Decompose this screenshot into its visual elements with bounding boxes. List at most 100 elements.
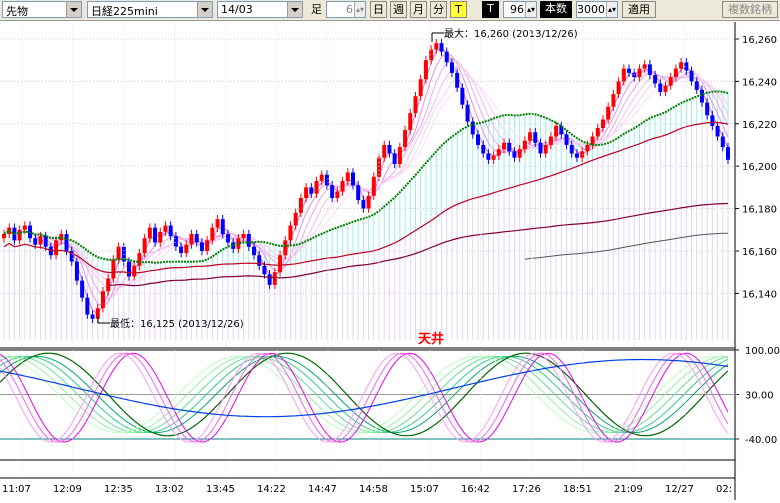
bars-field[interactable]: 3000 ▴▾ — [576, 1, 618, 18]
candle-body — [361, 200, 366, 209]
candle-body — [548, 136, 553, 145]
time-label: 12:35 — [104, 484, 133, 495]
spinner-icon[interactable]: ▴▾ — [606, 2, 617, 17]
candle-body — [90, 314, 95, 319]
candle-body — [502, 142, 507, 150]
candle-body — [220, 219, 225, 234]
candle-body — [387, 144, 392, 154]
candle-body — [184, 244, 189, 254]
candle-body — [366, 195, 371, 209]
time-label: 18:51 — [563, 484, 592, 495]
candle-body — [455, 72, 460, 88]
spinner-icon[interactable]: ▴▾ — [525, 2, 536, 17]
candle-body — [496, 149, 501, 156]
ribbon-ma-line — [3, 66, 729, 291]
candle-body — [22, 225, 27, 230]
candle-body — [17, 229, 22, 241]
candle-body — [465, 104, 470, 122]
period-field[interactable]: 6 ▴▾ — [326, 1, 366, 18]
candles — [2, 38, 730, 324]
multi-symbol-button[interactable]: 複数銘柄 — [722, 1, 778, 18]
candle-body — [38, 236, 43, 245]
candle-body — [606, 106, 611, 120]
candle-body — [449, 62, 454, 73]
time-label: 02: — [716, 484, 732, 495]
candle-body — [423, 60, 428, 80]
candle-body — [231, 242, 236, 249]
candle-body — [590, 136, 595, 145]
candle-body — [309, 187, 314, 194]
month-select-value: 14/03 — [221, 3, 253, 16]
ceiling-annotation: 天井 — [418, 331, 444, 347]
honsu-label: 本数 — [540, 1, 572, 18]
candle-body — [210, 227, 215, 241]
chevron-down-icon[interactable] — [197, 2, 212, 17]
t-toggle-button[interactable]: T — [482, 1, 499, 18]
candle-body — [345, 172, 350, 181]
month-select[interactable]: 14/03 — [217, 1, 303, 18]
candle-body — [215, 219, 220, 228]
candle-body — [699, 89, 704, 103]
candle-body — [564, 134, 569, 145]
candle-body — [668, 77, 673, 86]
candle-body — [319, 174, 324, 181]
candle-body — [340, 181, 345, 192]
candle-body — [507, 142, 512, 152]
ribbon-ma-line — [3, 59, 729, 300]
candle-body — [726, 147, 730, 160]
candle-body — [403, 130, 408, 148]
count-field[interactable]: 96 ▴▾ — [503, 1, 537, 18]
candle-body — [147, 227, 152, 239]
apply-button[interactable]: 適用 — [622, 1, 656, 18]
candle-body — [647, 64, 652, 75]
candle-body — [33, 238, 38, 245]
tick-button[interactable]: T — [450, 1, 467, 18]
candle-body — [350, 172, 355, 186]
chart-labels: 最大：16,260 (2013/12/26) 最低：16,125 (2013/1… — [97, 27, 578, 330]
candle-body — [163, 225, 168, 232]
toolbar: 先物 日経225mini 14/03 足 6 ▴▾ 日 週 月 分 T T 96 ▴… — [0, 0, 780, 21]
candle-body — [543, 144, 548, 154]
candle-body — [569, 144, 574, 154]
candle-body — [132, 265, 137, 277]
candle-body — [434, 43, 439, 50]
candle-body — [356, 185, 361, 201]
candle-body — [517, 149, 522, 158]
osc-green-line — [0, 355, 729, 434]
osc-blue-line — [0, 358, 729, 418]
candle-body — [330, 185, 335, 198]
candle-body — [100, 291, 105, 309]
candle-body — [257, 255, 262, 266]
week-button[interactable]: 週 — [390, 1, 407, 18]
min-price-label: 最低：16,125 (2013/12/26) — [110, 317, 244, 330]
candle-body — [481, 144, 486, 154]
time-label: 13:02 — [155, 484, 184, 495]
osc-green-line — [0, 355, 729, 434]
chevron-down-icon[interactable] — [66, 2, 81, 17]
candle-body — [637, 68, 642, 78]
time-label: 11:07 — [2, 484, 31, 495]
candle-body — [111, 259, 116, 279]
candle-body — [413, 96, 418, 114]
candle-body — [137, 253, 142, 266]
osc-magenta-line — [0, 352, 729, 443]
candle-body — [116, 246, 121, 260]
chevron-down-icon[interactable] — [287, 2, 302, 17]
spinner-icon[interactable]: ▴▾ — [354, 2, 365, 17]
candle-body — [262, 265, 267, 275]
chart-area[interactable]: 16,260 16,240 16,220 16,200 16,180 16,160 16,1… — [0, 22, 780, 500]
candle-body — [673, 68, 678, 78]
candle-body — [189, 234, 194, 245]
month-button[interactable]: 月 — [410, 1, 427, 18]
candle-body — [179, 246, 184, 254]
price-chart-svg[interactable]: 16,260 16,240 16,220 16,200 16,180 16,160 16,1… — [0, 22, 780, 500]
candle-body — [444, 51, 449, 63]
ma-gray-line — [524, 232, 729, 260]
time-label: 14:58 — [359, 484, 388, 495]
candle-body — [392, 153, 397, 165]
symbol-select[interactable]: 日経225mini — [87, 1, 213, 18]
osc-tick-label: 100.00 — [745, 346, 780, 357]
minute-button[interactable]: 分 — [430, 1, 447, 18]
day-button[interactable]: 日 — [370, 1, 387, 18]
type-select[interactable]: 先物 — [2, 1, 82, 18]
